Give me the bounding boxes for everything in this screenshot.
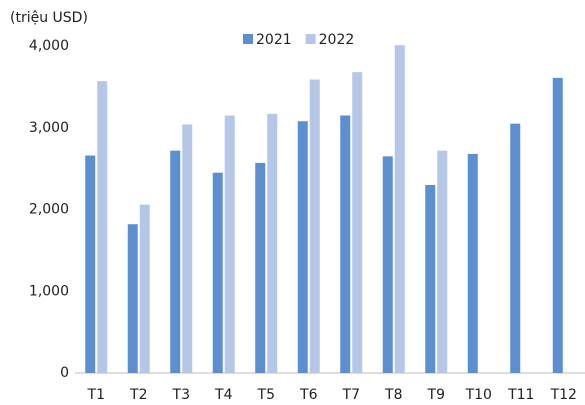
bar bbox=[382, 156, 393, 373]
y-tick-label: 4,000 bbox=[29, 38, 69, 54]
bar bbox=[394, 45, 405, 374]
x-tick-label: T11 bbox=[507, 387, 534, 403]
x-tick-label: T8 bbox=[384, 387, 402, 403]
x-tick-label: T10 bbox=[465, 387, 492, 403]
bar bbox=[255, 162, 266, 373]
y-tick-label: 2,000 bbox=[29, 202, 69, 218]
bar bbox=[85, 155, 96, 373]
bar bbox=[170, 150, 181, 373]
legend-swatch bbox=[305, 34, 316, 44]
x-tick-label: T12 bbox=[550, 387, 577, 403]
bar bbox=[224, 115, 235, 374]
bar bbox=[182, 124, 193, 373]
x-tick-label: T7 bbox=[342, 387, 360, 403]
bar bbox=[437, 150, 448, 373]
y-tick-label: 3,000 bbox=[29, 120, 69, 136]
legend-label: 2021 bbox=[256, 32, 292, 48]
x-tick-label: T4 bbox=[214, 387, 233, 403]
y-axis-label: (triệu USD) bbox=[10, 10, 88, 26]
x-tick-label: T2 bbox=[129, 387, 147, 403]
bar bbox=[510, 123, 521, 373]
x-tick-label: T9 bbox=[427, 387, 445, 403]
x-tick-label: T1 bbox=[87, 387, 105, 403]
legend-label: 2022 bbox=[319, 32, 355, 48]
y-tick-label: 0 bbox=[60, 365, 69, 381]
bar bbox=[467, 153, 478, 373]
bar bbox=[552, 77, 563, 373]
bar bbox=[267, 113, 278, 373]
legend-swatch bbox=[243, 34, 253, 44]
bar bbox=[340, 115, 351, 374]
x-tick-label: T5 bbox=[257, 387, 275, 403]
bar bbox=[97, 81, 108, 373]
bar bbox=[127, 224, 138, 373]
bar bbox=[309, 79, 320, 373]
bar bbox=[139, 204, 150, 373]
bar bbox=[425, 184, 436, 373]
bar bbox=[352, 72, 363, 373]
y-tick-label: 1,000 bbox=[29, 283, 69, 299]
x-tick-label: T6 bbox=[299, 387, 318, 403]
x-tick-label: T3 bbox=[172, 387, 190, 403]
bar bbox=[297, 121, 308, 374]
bar bbox=[212, 172, 223, 373]
